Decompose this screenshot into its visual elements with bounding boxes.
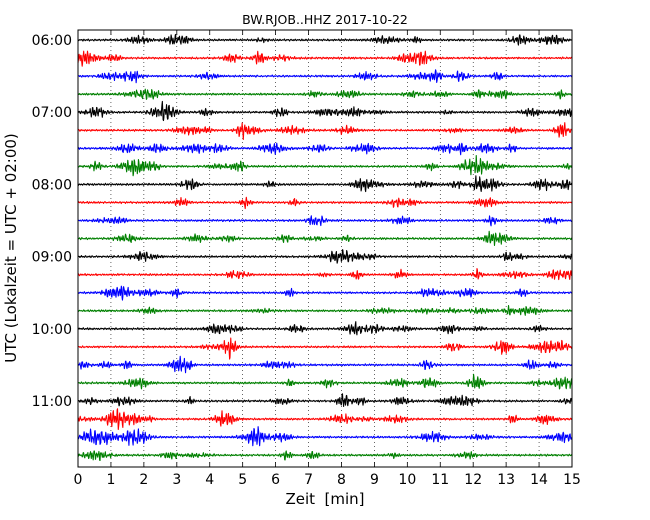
trace-line (77, 393, 573, 408)
trace-line (77, 196, 573, 210)
plot-frame (77, 29, 573, 468)
x-tick-label: 1 (106, 472, 115, 488)
trace-line (77, 321, 573, 336)
seismic-traces (77, 33, 573, 462)
x-tick-label: 14 (530, 472, 548, 488)
trace-line (77, 408, 573, 431)
y-tick-label: 09:00 (32, 250, 72, 266)
trace-line (77, 50, 573, 67)
trace-line (77, 122, 573, 140)
y-tick-label: 06:00 (32, 33, 72, 49)
trace-line (77, 175, 573, 193)
trace-line (77, 88, 573, 100)
trace-line (77, 304, 573, 316)
grid-lines (110, 30, 540, 467)
x-tick-label: 15 (563, 472, 581, 488)
x-tick-label: 10 (398, 472, 416, 488)
y-tick-label: 11:00 (32, 394, 72, 410)
x-tick-label: 13 (497, 472, 515, 488)
x-axis-label: Zeit [min] (285, 490, 364, 508)
trace-line (77, 355, 573, 374)
trace-line (77, 230, 573, 247)
trace-line (77, 215, 573, 227)
trace-line (77, 249, 573, 264)
y-axis-ticks: 06:00 07:00 08:00 09:00 10:00 11:00 (32, 33, 572, 410)
trace-line (77, 142, 573, 156)
trace-line (77, 450, 573, 462)
x-tick-label: 4 (205, 472, 214, 488)
y-tick-label: 07:00 (32, 105, 72, 121)
chart-title: BW.RJOB..HHZ 2017-10-22 (242, 12, 408, 27)
trace-line (77, 268, 573, 281)
y-tick-label: 08:00 (32, 177, 72, 193)
trace-line (77, 33, 573, 46)
x-tick-label: 8 (337, 472, 346, 488)
trace-line (77, 373, 573, 390)
x-tick-label: 0 (74, 472, 83, 488)
trace-line (77, 285, 573, 301)
x-tick-label: 12 (464, 472, 482, 488)
x-tick-label: 3 (172, 472, 181, 488)
x-tick-label: 5 (238, 472, 247, 488)
x-tick-label: 2 (139, 472, 148, 488)
trace-line (77, 100, 573, 122)
trace-line (77, 154, 573, 177)
y-tick-label: 10:00 (32, 322, 72, 338)
trace-line (77, 69, 573, 84)
y-axis-label: UTC (Lokalzeit = UTC + 02:00) (2, 133, 20, 363)
x-tick-label: 11 (431, 472, 449, 488)
trace-line (77, 426, 573, 447)
x-axis-ticks: 0 1 2 3 4 5 6 7 8 9 10 11 12 13 14 15 (74, 30, 581, 488)
x-tick-label: 9 (370, 472, 379, 488)
trace-line (77, 337, 573, 360)
x-tick-label: 7 (304, 472, 313, 488)
x-tick-label: 6 (271, 472, 280, 488)
